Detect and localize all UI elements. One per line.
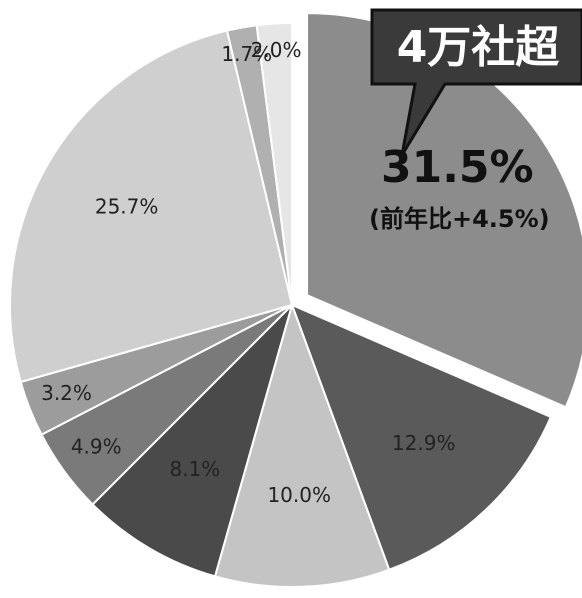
value-label: 2.0% [251,38,302,62]
pie-slice [255,21,293,306]
pie-slice [9,29,294,384]
value-label: 3.2% [41,381,92,405]
pie [9,12,582,588]
callout-text: 4万社超 [397,22,561,73]
pie-slice [213,301,391,588]
value-label: 10.0% [267,483,331,507]
callout-box [370,8,582,156]
value-label: 12.9% [392,431,456,455]
value-label: 1.7% [221,42,272,66]
value-label: 25.7% [95,194,159,218]
pie-slice [290,303,553,572]
pie-slice [91,301,295,578]
labels: 31.5%(前年比+4.5%)12.9%10.0%8.1%4.9%3.2%25.… [41,38,550,507]
value-label: 8.1% [169,457,220,481]
annotation: (前年比+4.5%) [369,205,550,233]
value-label: 4.9% [71,435,122,459]
